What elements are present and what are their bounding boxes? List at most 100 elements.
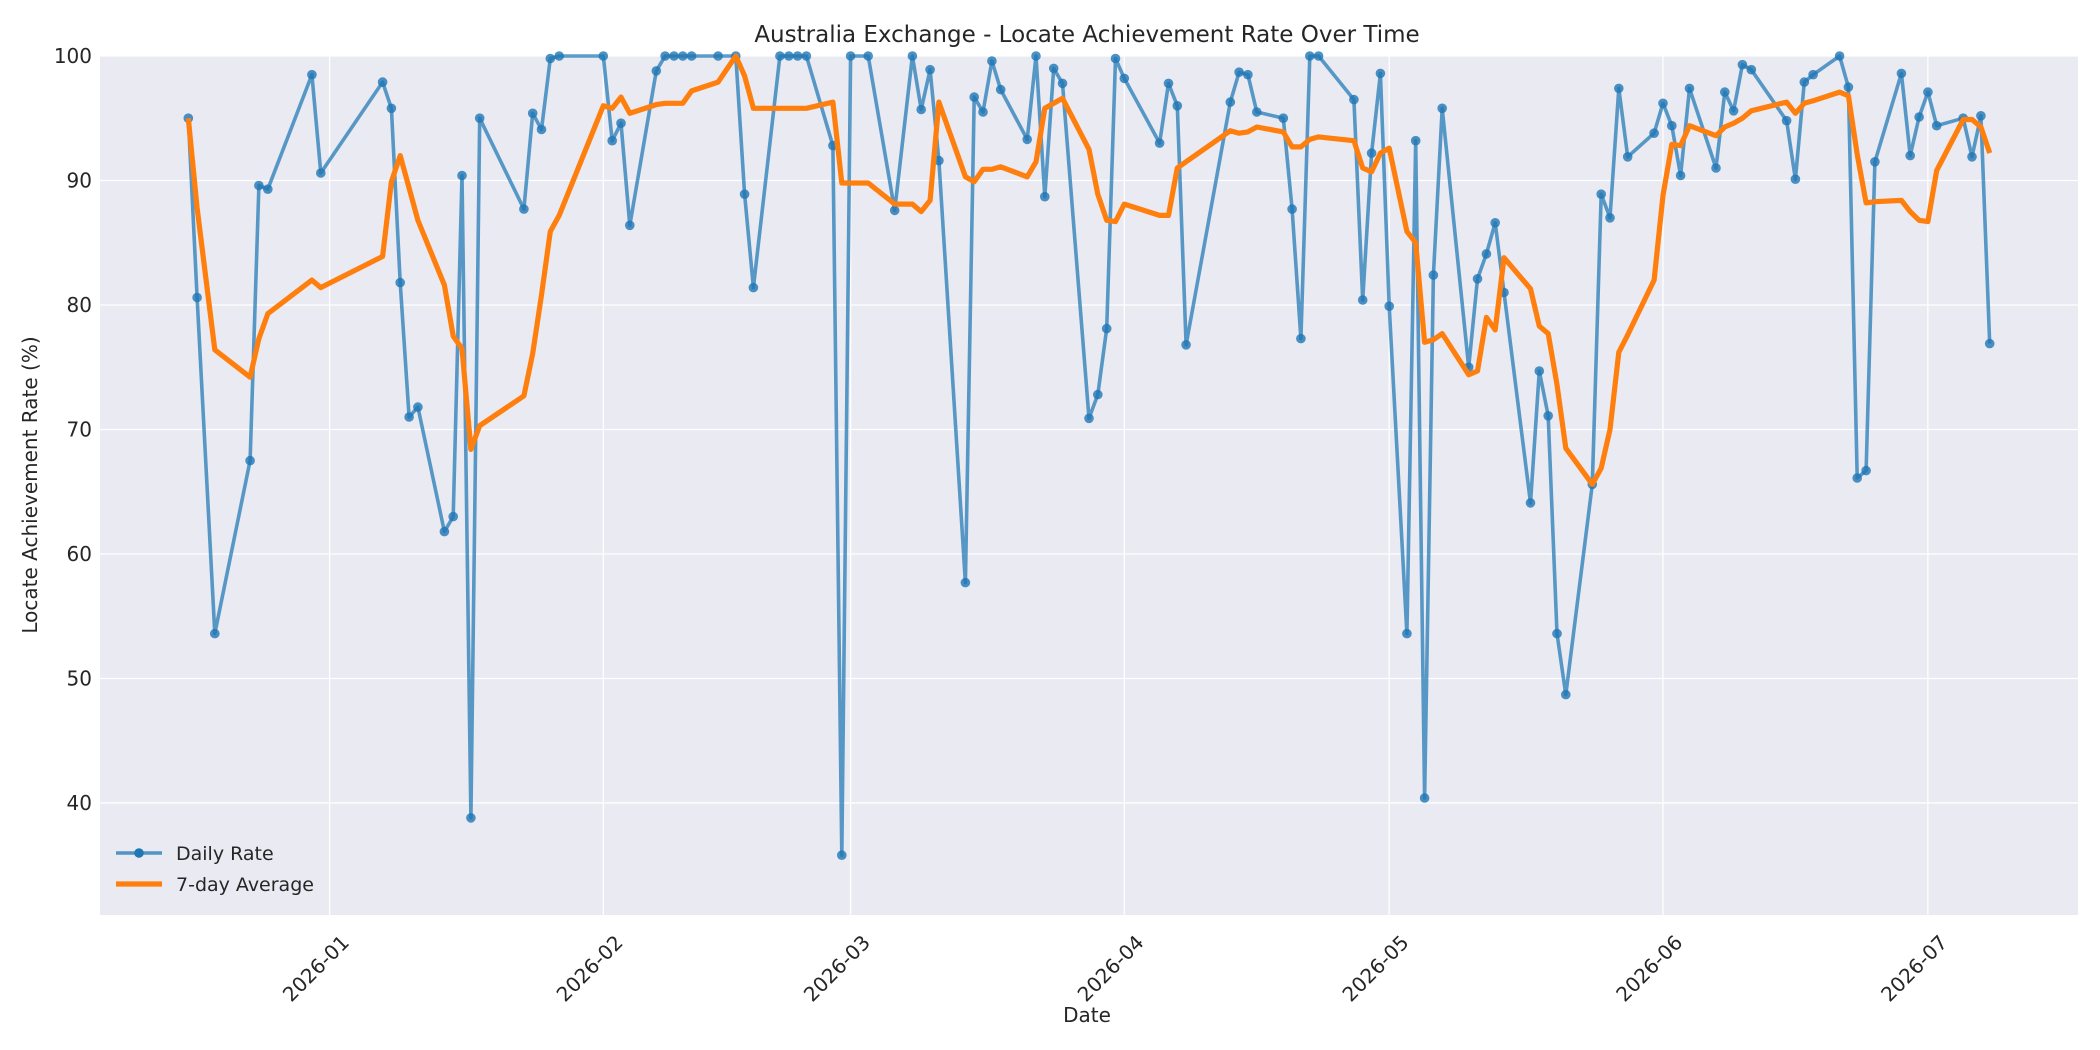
daily-rate-point <box>1667 120 1677 131</box>
daily-rate-point <box>934 155 944 166</box>
y-tick-label: 70 <box>67 417 92 441</box>
daily-rate-point <box>1154 138 1165 148</box>
daily-rate-point <box>439 526 450 537</box>
daily-rate-point <box>1375 68 1386 79</box>
daily-rate-point <box>1543 411 1553 421</box>
daily-rate-point <box>519 204 529 214</box>
daily-rate-point <box>254 180 264 191</box>
daily-rate-point <box>907 51 918 61</box>
daily-rate-point <box>245 455 255 466</box>
daily-rate-point <box>1746 64 1757 75</box>
daily-rate-point <box>1728 106 1739 116</box>
legend-item: 7-day Average <box>116 874 314 896</box>
daily-rate-point <box>1781 115 1792 126</box>
daily-rate-point <box>713 51 723 61</box>
daily-rate-point <box>1296 333 1306 344</box>
daily-rate-point <box>1552 628 1562 639</box>
daily-rate-point <box>1649 128 1659 138</box>
daily-rate-point <box>466 813 476 823</box>
daily-rate-point <box>1914 112 1924 122</box>
chart-title: Australia Exchange - Locate Achievement … <box>754 22 1419 48</box>
daily-rate-point <box>1561 689 1571 700</box>
daily-rate-point <box>1022 134 1032 145</box>
daily-rate-point <box>1711 163 1721 173</box>
daily-rate-point <box>616 118 626 128</box>
daily-rate-point <box>1870 157 1880 167</box>
daily-rate-point <box>607 135 617 146</box>
daily-rate-point <box>413 402 423 412</box>
daily-rate-point <box>1622 152 1633 162</box>
daily-rate-point <box>1243 69 1253 80</box>
daily-rate-point <box>801 51 812 61</box>
legend-label: Daily Rate <box>176 843 274 865</box>
daily-rate-point <box>1384 301 1394 312</box>
daily-rate-point <box>625 220 635 231</box>
daily-rate-point <box>1428 270 1439 280</box>
daily-rate-point <box>457 170 467 181</box>
daily-rate-point <box>1410 135 1421 146</box>
daily-rate-point <box>1737 59 1748 70</box>
y-tick-label: 100 <box>54 44 92 68</box>
daily-rate-point <box>775 51 785 61</box>
daily-rate-point <box>987 56 997 66</box>
daily-rate-point <box>263 184 273 194</box>
daily-rate-point <box>1163 78 1174 89</box>
daily-rate-point <box>1799 77 1810 87</box>
daily-rate-point <box>1984 338 1995 349</box>
daily-rate-point <box>192 292 202 303</box>
daily-rate-point <box>1808 69 1818 80</box>
daily-rate-point <box>1596 189 1606 199</box>
plot-background <box>100 56 2078 915</box>
daily-rate-point <box>1040 191 1050 202</box>
legend-marker <box>134 848 144 858</box>
daily-rate-point <box>1658 98 1668 109</box>
daily-rate-point <box>1419 793 1430 803</box>
daily-rate-point <box>1278 113 1289 123</box>
daily-rate-point <box>1834 51 1845 61</box>
daily-rate-point <box>1861 465 1871 476</box>
daily-rate-point <box>739 189 750 199</box>
daily-rate-point <box>1976 111 1986 121</box>
y-tick-label: 80 <box>67 293 92 317</box>
daily-rate-point <box>1366 148 1377 158</box>
daily-rate-point <box>448 511 459 522</box>
daily-rate-point <box>1181 340 1191 350</box>
daily-rate-point <box>1720 87 1730 97</box>
daily-rate-point <box>1684 83 1695 94</box>
daily-rate-point <box>404 412 414 422</box>
daily-rate-point <box>536 124 547 135</box>
daily-rate-point <box>1349 94 1359 105</box>
daily-rate-point <box>960 577 971 588</box>
daily-rate-point <box>1675 170 1686 181</box>
daily-rate-point <box>978 107 988 117</box>
grid <box>100 55 2078 915</box>
daily-rate-point <box>1967 152 1977 162</box>
daily-rate-point <box>784 51 794 61</box>
daily-rate-point <box>1605 213 1615 223</box>
daily-rate-point <box>395 277 406 288</box>
legend-label: 7-day Average <box>176 874 314 896</box>
daily-rate-point <box>1057 78 1068 89</box>
daily-rate-point <box>686 51 697 61</box>
daily-rate-point <box>1490 218 1500 228</box>
daily-rate-point <box>1525 498 1536 508</box>
daily-rate-point <box>678 51 688 61</box>
daily-rate-point <box>969 92 979 102</box>
daily-rate-point <box>1093 389 1103 400</box>
daily-rate-point <box>1048 63 1059 74</box>
daily-rate-point <box>916 104 926 115</box>
y-tick-label: 90 <box>67 168 92 192</box>
daily-rate-point <box>1905 150 1915 161</box>
daily-rate-point <box>1225 97 1236 107</box>
daily-rate-point <box>210 628 220 639</box>
daily-rate-point <box>1534 366 1545 376</box>
daily-rate-point <box>1110 53 1121 64</box>
daily-rate-point <box>1790 174 1801 184</box>
daily-rate-point <box>651 66 662 76</box>
daily-rate-point <box>1084 413 1094 424</box>
y-tick-label: 50 <box>67 666 92 690</box>
daily-rate-point <box>1357 295 1368 305</box>
daily-rate-point <box>554 51 564 61</box>
daily-rate-point <box>1923 87 1933 97</box>
